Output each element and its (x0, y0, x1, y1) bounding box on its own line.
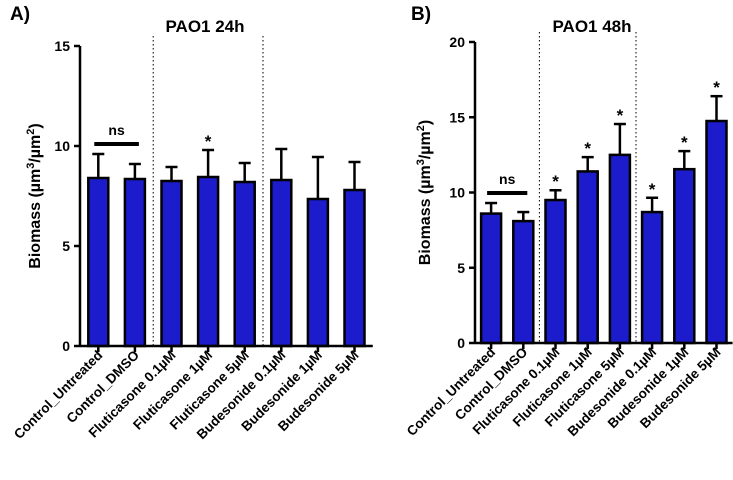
panel-b: B) PAO1 48h Biomass (µm3/µm2) * * * * * * ns 0 5 10 1… (404, 4, 733, 439)
bar (306, 197, 330, 348)
bar (87, 176, 110, 348)
y-tick-label: 5 (457, 260, 465, 276)
y-tick-label: 10 (449, 185, 465, 201)
y-tick-label: 0 (62, 338, 70, 354)
y-tick-label: 15 (54, 38, 70, 54)
y-axis-label-part: Biomass (µm (417, 165, 434, 265)
y-tick-label: 10 (54, 138, 70, 154)
chart-title: PAO1 24h (165, 17, 244, 36)
y-tick-label: 15 (449, 109, 465, 125)
bar (640, 210, 664, 345)
y-tick-label: 0 (457, 335, 465, 351)
bar (705, 119, 728, 345)
y-axis-label: Biomass (µm3/µm2) (415, 120, 434, 265)
significance-marker: * (617, 106, 624, 125)
y-axis-label-part: /µm (417, 131, 434, 159)
y-axis-label-sup: 2 (415, 125, 427, 131)
significance-marker: * (649, 180, 656, 199)
bar (270, 178, 293, 348)
bar (343, 188, 366, 348)
significance-marker: * (552, 172, 559, 191)
y-axis-label-sup: 3 (415, 159, 427, 165)
significance-marker: * (584, 139, 591, 158)
bar (479, 212, 503, 345)
y-axis-label-part: Biomass (µm (27, 169, 44, 269)
y-tick-label: 20 (449, 34, 465, 50)
bar (673, 167, 696, 345)
y-axis-label: Biomass (µm3/µm2) (25, 123, 44, 268)
y-axis-label-sup: 3 (25, 163, 37, 169)
panel-label: A) (10, 4, 30, 25)
significance-marker: * (713, 78, 720, 97)
bar (160, 179, 183, 348)
chart-title: PAO1 48h (552, 17, 631, 36)
bar (196, 175, 220, 348)
bar (512, 219, 535, 345)
ns-label: ns (108, 122, 125, 138)
bar (233, 180, 256, 348)
bar (576, 170, 599, 345)
bar (544, 198, 567, 345)
y-axis-label-sup: 2 (25, 129, 37, 135)
significance-marker: * (205, 132, 212, 151)
panel-label: B) (411, 4, 431, 25)
significance-marker: * (681, 133, 688, 152)
y-axis-label-part: /µm (27, 135, 44, 163)
y-axis-label-part: ) (417, 120, 434, 125)
bar (608, 153, 632, 345)
bar (123, 177, 147, 348)
ns-label: ns (499, 171, 516, 187)
y-axis-label-part: ) (27, 123, 44, 128)
y-tick-label: 5 (62, 238, 70, 254)
